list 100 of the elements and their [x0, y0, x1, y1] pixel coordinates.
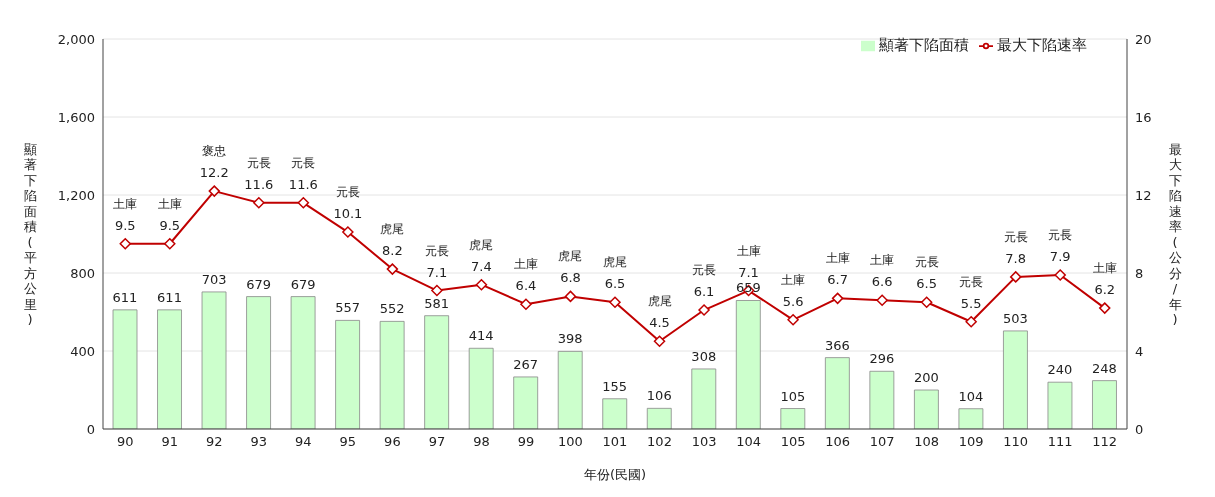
annotation: 元長 [1048, 227, 1073, 242]
x-tick-label: 112 [1092, 434, 1118, 450]
annotation: 土庫 [736, 243, 761, 258]
y2-tick-label: 20 [1135, 31, 1152, 47]
y2-tick-label: 4 [1135, 343, 1144, 359]
point [831, 292, 844, 305]
y-tick-label: 2,000 [57, 31, 95, 47]
x-tick-label: 94 [295, 434, 312, 450]
x-tick-label: 97 [428, 434, 446, 450]
data-label: 414 [468, 328, 494, 344]
annotation: 褒忠 [202, 144, 227, 159]
annotation: 土庫 [157, 196, 182, 211]
point [698, 304, 710, 316]
data-label: 267 [513, 356, 539, 372]
x-tick-label: 104 [736, 434, 761, 450]
x-tick-label: 111 [1047, 434, 1073, 450]
data-label: 200 [913, 370, 939, 385]
data-label: 679 [290, 276, 316, 292]
point [431, 284, 443, 297]
x-tick-label: 106 [825, 434, 851, 450]
point [208, 185, 221, 197]
x-tick-label: 110 [1003, 434, 1029, 450]
point [653, 335, 666, 347]
x-tick-label: 105 [780, 434, 806, 450]
data-label: 308 [691, 348, 717, 364]
point [920, 296, 933, 308]
y-tick-label: 800 [70, 265, 95, 281]
point [253, 197, 265, 209]
x-tick-label: 92 [206, 434, 223, 450]
annotation: 元長 [1003, 229, 1028, 244]
data-label: 6.5 [604, 276, 626, 292]
data-label: 11.6 [288, 176, 318, 192]
data-label: 6.2 [1094, 282, 1116, 298]
annotation: 元長 [692, 263, 717, 278]
bar [1047, 381, 1073, 429]
x-tick-label: 100 [558, 434, 583, 450]
data-label: 581 [424, 295, 450, 311]
legend-label: 顯著下陷面積 [879, 36, 969, 54]
y2-tick-label: 8 [1135, 265, 1144, 281]
annotation: 土庫 [825, 251, 850, 266]
point [609, 296, 621, 308]
point [1054, 269, 1066, 281]
data-label: 366 [824, 337, 850, 353]
data-label: 9.5 [159, 217, 181, 233]
bar [246, 296, 271, 429]
annotation: 元長 [246, 155, 271, 170]
annotation: 虎尾 [603, 255, 627, 270]
data-label: 4.5 [649, 315, 670, 331]
point [342, 226, 354, 238]
y2-tick-label: 16 [1135, 109, 1152, 125]
annotation: 元長 [959, 274, 984, 289]
y-tick-label: 1,600 [57, 109, 95, 125]
bar [735, 300, 761, 429]
point [386, 263, 399, 275]
y-tick-label: 0 [86, 421, 95, 437]
text: 顯著下陷面積(平方公里) [23, 141, 37, 328]
point [119, 238, 132, 250]
data-label: 611 [157, 289, 182, 305]
bar [1092, 380, 1117, 429]
point [787, 314, 799, 326]
x-tick-label: 91 [161, 434, 179, 450]
annotation: 虎尾 [647, 294, 672, 309]
data-label: 6.1 [693, 284, 715, 300]
annotation: 元長 [424, 243, 449, 258]
legend-label: 最大下陷速率 [997, 36, 1087, 54]
x-tick-label: 96 [384, 434, 401, 450]
data-label: 12.2 [199, 165, 229, 181]
data-label: 5.5 [960, 295, 982, 311]
point [1098, 302, 1111, 314]
y-tick-label: 1,200 [57, 187, 95, 203]
data-label: 5.6 [782, 293, 804, 309]
data-label: 611 [112, 289, 138, 305]
bar [646, 407, 672, 429]
bar [112, 309, 138, 429]
point [475, 278, 488, 291]
point [564, 290, 577, 303]
bar [958, 408, 984, 429]
y-tick-label: 400 [70, 343, 95, 359]
data-label: 9.5 [114, 217, 136, 233]
y2-tick-label: 0 [1135, 421, 1144, 437]
bar [913, 389, 939, 429]
bar [513, 376, 539, 429]
x-tick-label: 107 [869, 434, 895, 450]
x-tick-label: 90 [116, 434, 134, 450]
bar [691, 368, 717, 429]
data-label: 7.8 [1005, 250, 1027, 266]
annotation: 元長 [914, 255, 939, 270]
data-label: 7.4 [471, 258, 492, 274]
x-tick-label: 101 [602, 434, 628, 450]
data-label: 11.6 [244, 176, 274, 192]
data-label: 8.2 [382, 243, 403, 259]
annotation: 虎尾 [380, 222, 405, 237]
data-label: 679 [246, 276, 271, 292]
y2-tick-label: 12 [1135, 187, 1152, 203]
annotation: 元長 [291, 155, 316, 170]
data-label: 6.7 [827, 272, 848, 288]
annotation: 土庫 [870, 253, 895, 268]
x-tick-label: 103 [691, 434, 717, 450]
x-axis-title: 年份(民國) [583, 467, 647, 482]
bar [869, 370, 895, 429]
